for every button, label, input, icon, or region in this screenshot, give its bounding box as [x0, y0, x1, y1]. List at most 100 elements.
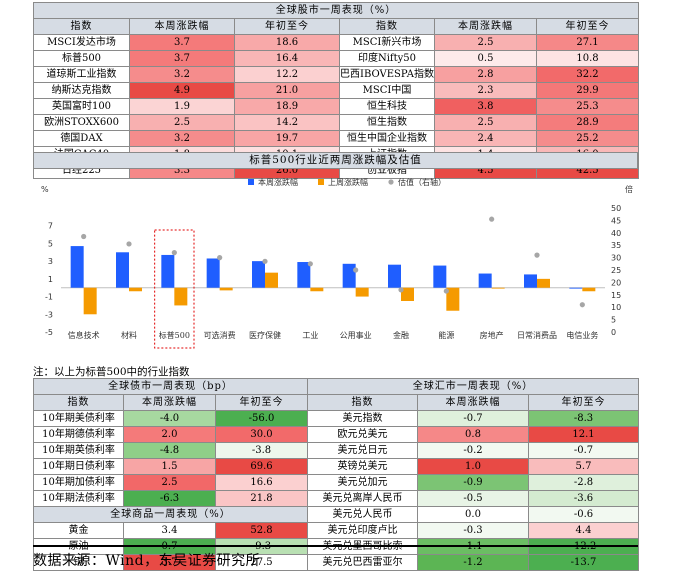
column-header: 年初至今	[535, 18, 640, 35]
ytd-change: 27.5	[215, 554, 308, 571]
index-name: 道琼斯工业指数	[33, 66, 130, 83]
highlight-box	[154, 229, 195, 349]
table-row: 10年期美债利率 -4.0 -56.0	[33, 410, 308, 427]
commodity-title-row: 全球商品一周表现（%）	[33, 506, 308, 523]
bond-name: 10年期美债利率	[33, 410, 124, 427]
table-row: 10年期日债利率 1.5 69.6	[33, 458, 308, 475]
ytd-change: -13.7	[527, 554, 640, 571]
divider	[33, 545, 638, 547]
ytd-change: 25.2	[535, 130, 640, 147]
valuation-point	[489, 216, 495, 222]
y2-tick-label: 25	[611, 266, 621, 275]
index-name: 巴西IBOVESPA指数	[339, 66, 435, 83]
legend-label: 估值（右轴）	[398, 177, 446, 187]
bond-table-title: 全球债市一周表现（bp）	[33, 378, 308, 395]
column-header: 指数	[307, 394, 418, 411]
index-name: 标普500	[33, 50, 130, 67]
global-equity-table: 全球股市一周表现（%） 指数 本周涨跌幅 年初至今 指数 本周涨跌幅 年初至今 MSCI发…	[32, 2, 640, 179]
table-row: 英镑兑美元 1.0 5.7	[307, 458, 640, 475]
bar	[401, 287, 414, 301]
ytd-change: 16.4	[234, 50, 340, 67]
category-label: 信息技术	[68, 330, 100, 340]
table-row: 10年期加债利率 2.5 16.6	[33, 474, 308, 491]
y-tick-label: -5	[45, 328, 53, 337]
weekly-change: -0.7	[417, 410, 529, 427]
ytd-change: 27.1	[535, 34, 640, 51]
table-row: 黄金 3.4 52.8	[33, 522, 308, 539]
currency-pair: 美元兑加元	[307, 474, 418, 491]
y2-tick-label: 15	[611, 291, 621, 300]
table-row: 10年期英债利率 -4.8 -3.8	[33, 442, 308, 459]
table-row: 道琼斯工业指数 3.2 12.2 巴西IBOVESPA指数 2.8 32.2	[33, 66, 640, 83]
legend-marker	[388, 179, 394, 185]
valuation-point	[398, 287, 404, 293]
table-title: 全球股市一周表现（%）	[32, 2, 640, 19]
valuation-point	[579, 302, 585, 308]
index-name: MSCI发达市场	[33, 34, 130, 51]
bar	[265, 272, 278, 288]
index-name: 印度Nifty50	[339, 50, 435, 67]
y2-tick-label: 35	[611, 241, 621, 250]
index-name: 纳斯达克指数	[33, 82, 130, 99]
ytd-change: 18.6	[234, 34, 340, 51]
ytd-change: 12.1	[527, 426, 640, 443]
valuation-point	[171, 250, 177, 256]
bar	[252, 261, 265, 288]
bar	[116, 252, 129, 288]
weekly-change: -0.3	[417, 522, 529, 539]
weekly-change: 3.4	[123, 522, 216, 539]
y2-tick-label: 5	[611, 316, 616, 325]
weekly-change: 2.0	[123, 426, 216, 443]
index-name: MSCI新兴市场	[339, 34, 435, 51]
column-header: 年初至今	[234, 18, 340, 35]
table-row: 美元兑巴西雷亚尔 -1.2 -13.7	[307, 554, 640, 571]
currency-pair: 美元兑日元	[307, 442, 418, 459]
chart-note: 注：以上为标普500中的行业指数	[33, 366, 190, 378]
weekly-change: 3.7	[129, 50, 235, 67]
bar	[524, 274, 537, 288]
ytd-change: -0.6	[527, 506, 640, 523]
bar	[161, 254, 175, 288]
category-label: 公用事业	[340, 330, 372, 340]
chart-title: 标普500行业近两周涨跌幅及估值	[33, 152, 638, 169]
bar	[569, 287, 583, 289]
fx-table-title: 全球汇市一周表现（%）	[306, 378, 640, 395]
ytd-change: 28.9	[535, 114, 640, 131]
index-name: 英国富时100	[33, 98, 130, 115]
ytd-change: 10.8	[535, 50, 640, 67]
column-header: 本周涨跌幅	[434, 18, 537, 35]
bond-name: 10年期日债利率	[33, 458, 124, 475]
weekly-change: -4.8	[123, 442, 216, 459]
valuation-point	[262, 258, 268, 264]
bar	[478, 273, 492, 288]
column-header: 指数	[33, 394, 124, 411]
valuation-point	[353, 267, 359, 273]
y-tick-label: -1	[45, 293, 53, 302]
y2-tick-label: 50	[611, 204, 621, 213]
category-label: 日常消费品	[517, 330, 557, 340]
weekly-change: -6.3	[123, 490, 216, 507]
ytd-change: 12.2	[234, 66, 340, 83]
bar	[355, 287, 369, 297]
right-axis-label: 倍	[625, 184, 633, 194]
y2-tick-label: 10	[611, 303, 621, 312]
bond-name: 10年期英债利率	[33, 442, 124, 459]
weekly-change: 2.5	[123, 474, 216, 491]
category-label: 标普500	[159, 330, 190, 340]
column-header: 本周涨跌幅	[129, 18, 235, 35]
currency-pair: 欧元兑美元	[307, 426, 418, 443]
weekly-change: 2.5	[434, 34, 537, 51]
legend-marker	[318, 179, 324, 185]
index-name: 恒生科技	[339, 98, 435, 115]
bar	[219, 287, 233, 291]
weekly-change: 1.0	[417, 458, 529, 475]
ytd-change: 14.2	[234, 114, 340, 131]
weekly-change: 2.5	[129, 114, 235, 131]
currency-pair: 美元兑人民币	[307, 506, 418, 523]
valuation-point	[217, 255, 223, 261]
bar	[342, 263, 356, 288]
y2-tick-label: 40	[611, 229, 621, 238]
bar	[297, 262, 311, 288]
weekly-change: 1.5	[123, 458, 216, 475]
